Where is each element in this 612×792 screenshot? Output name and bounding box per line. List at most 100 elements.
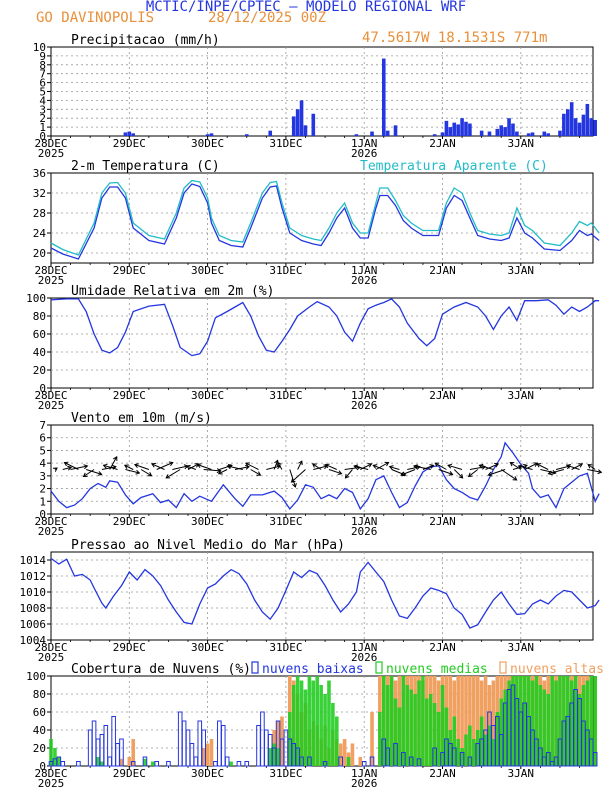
- wind-vector-head: [384, 461, 390, 467]
- clouds-bar: [103, 725, 109, 767]
- clouds-bar: [49, 739, 53, 766]
- clouds-bar: [315, 676, 320, 766]
- clouds-bar: [592, 752, 598, 767]
- wind-vector: [140, 469, 152, 477]
- wind-vector: [186, 465, 197, 470]
- wind-vector-head: [587, 464, 593, 469]
- precip-bar: [268, 130, 273, 136]
- clouds-bar: [440, 685, 445, 766]
- clouds-bar: [166, 761, 171, 767]
- clouds-bar: [401, 676, 406, 766]
- clouds-bar: [432, 703, 437, 766]
- header-coords: 47.5617W 18.1531S 771m: [362, 30, 548, 46]
- precip-bar: [460, 118, 464, 136]
- clouds-bar: [472, 676, 476, 766]
- precip-bar: [123, 132, 128, 136]
- wind-vector-head: [533, 462, 539, 467]
- clouds-bar: [491, 680, 496, 766]
- wind-vector: [375, 462, 389, 470]
- press-ytick-label: 1008: [20, 602, 47, 615]
- clouds-bar: [76, 761, 81, 767]
- clouds-bar: [545, 752, 551, 767]
- wind-vector-head: [133, 463, 139, 468]
- clouds-xtick-label: 31DEC: [269, 767, 302, 780]
- temp-legend-label: Temperatura Aparente (C): [360, 159, 548, 174]
- wind-xtick-label: 30DEC: [191, 515, 224, 528]
- clouds-bar: [276, 748, 280, 766]
- clouds-bar: [428, 694, 433, 766]
- temp-xtick-label: 29DEC: [113, 264, 146, 277]
- wind-vector-head: [372, 464, 378, 469]
- wind-vector: [101, 466, 116, 470]
- wind-vector-head: [168, 461, 174, 467]
- clouds-bar: [389, 676, 394, 766]
- clouds-bar: [565, 676, 570, 766]
- rh-series-line: [50, 298, 600, 357]
- wind-vector: [165, 469, 181, 479]
- cloud-legend-label: nuvens baixas: [262, 662, 364, 677]
- clouds-bar: [472, 739, 476, 766]
- clouds-xtick-label: 29DEC: [113, 767, 146, 780]
- clouds-bar: [342, 739, 347, 766]
- wind-vector: [488, 469, 506, 476]
- wind-vector: [125, 469, 140, 474]
- clouds-xtick-label: 28DEC: [34, 767, 67, 780]
- precip-ytick-label: 10: [33, 41, 46, 54]
- clouds-bar: [511, 676, 515, 766]
- press-frame: [50, 551, 594, 641]
- wind-xtick-label: 31DEC: [269, 515, 302, 528]
- press-xtick-year: 2026: [351, 651, 378, 664]
- wind-vector: [479, 464, 494, 470]
- precip-bar: [499, 125, 504, 136]
- precip-xtick-label: 2JAN: [429, 137, 456, 150]
- clouds-bar: [338, 756, 344, 767]
- clouds-bar: [436, 712, 441, 766]
- precip-ytick-label: 6: [39, 77, 46, 90]
- clouds-bar: [229, 761, 233, 766]
- wind-vector: [197, 464, 212, 470]
- clouds-bar: [119, 758, 124, 766]
- precip-xtick-label: 1JAN: [351, 137, 378, 150]
- wind-ytick-label: 4: [39, 457, 46, 470]
- wind-series-line: [50, 441, 600, 511]
- wind-vector: [518, 465, 533, 470]
- wind-vector-head: [367, 463, 373, 468]
- clouds-bar: [448, 730, 453, 766]
- clouds-bar: [220, 725, 226, 767]
- temp-xtick-label: 31DEC: [269, 264, 302, 277]
- wind-vector: [83, 469, 95, 477]
- wind-vector: [500, 469, 517, 481]
- wind-vector-head: [578, 463, 584, 468]
- wind-vector-head: [67, 465, 73, 471]
- clouds-bar: [534, 676, 539, 766]
- press-xtick-label: 3JAN: [508, 641, 535, 654]
- clouds-ytick-label: 60: [33, 706, 46, 719]
- clouds-bar: [107, 756, 113, 767]
- wind-vector-head: [298, 460, 303, 466]
- wind-vector-head: [494, 462, 500, 468]
- clouds-bar: [115, 743, 120, 767]
- precip-bar: [507, 118, 511, 136]
- precip-bar: [558, 130, 562, 136]
- wind-xtick-label: 28DEC: [34, 515, 67, 528]
- clouds-bar: [413, 694, 417, 766]
- wind-vector-head: [415, 464, 421, 470]
- clouds-bar: [530, 680, 535, 766]
- clouds-bar: [385, 685, 390, 766]
- wind-vector-head: [597, 469, 603, 475]
- clouds-bar: [327, 680, 331, 766]
- press-xtick-label: 31DEC: [269, 641, 302, 654]
- clouds-bar: [550, 676, 554, 766]
- clouds-bar: [448, 676, 453, 766]
- wind-vector-head: [353, 464, 359, 470]
- wind-vector: [400, 469, 416, 476]
- clouds-bar: [499, 698, 504, 766]
- wind-vector: [219, 464, 233, 470]
- wind-vector: [510, 462, 522, 470]
- clouds-bar: [464, 734, 468, 766]
- precip-bar: [440, 132, 445, 136]
- precip-ytick-label: 0: [39, 130, 46, 143]
- cloud-legend-swatch: [499, 661, 507, 674]
- precip-bar: [432, 134, 437, 136]
